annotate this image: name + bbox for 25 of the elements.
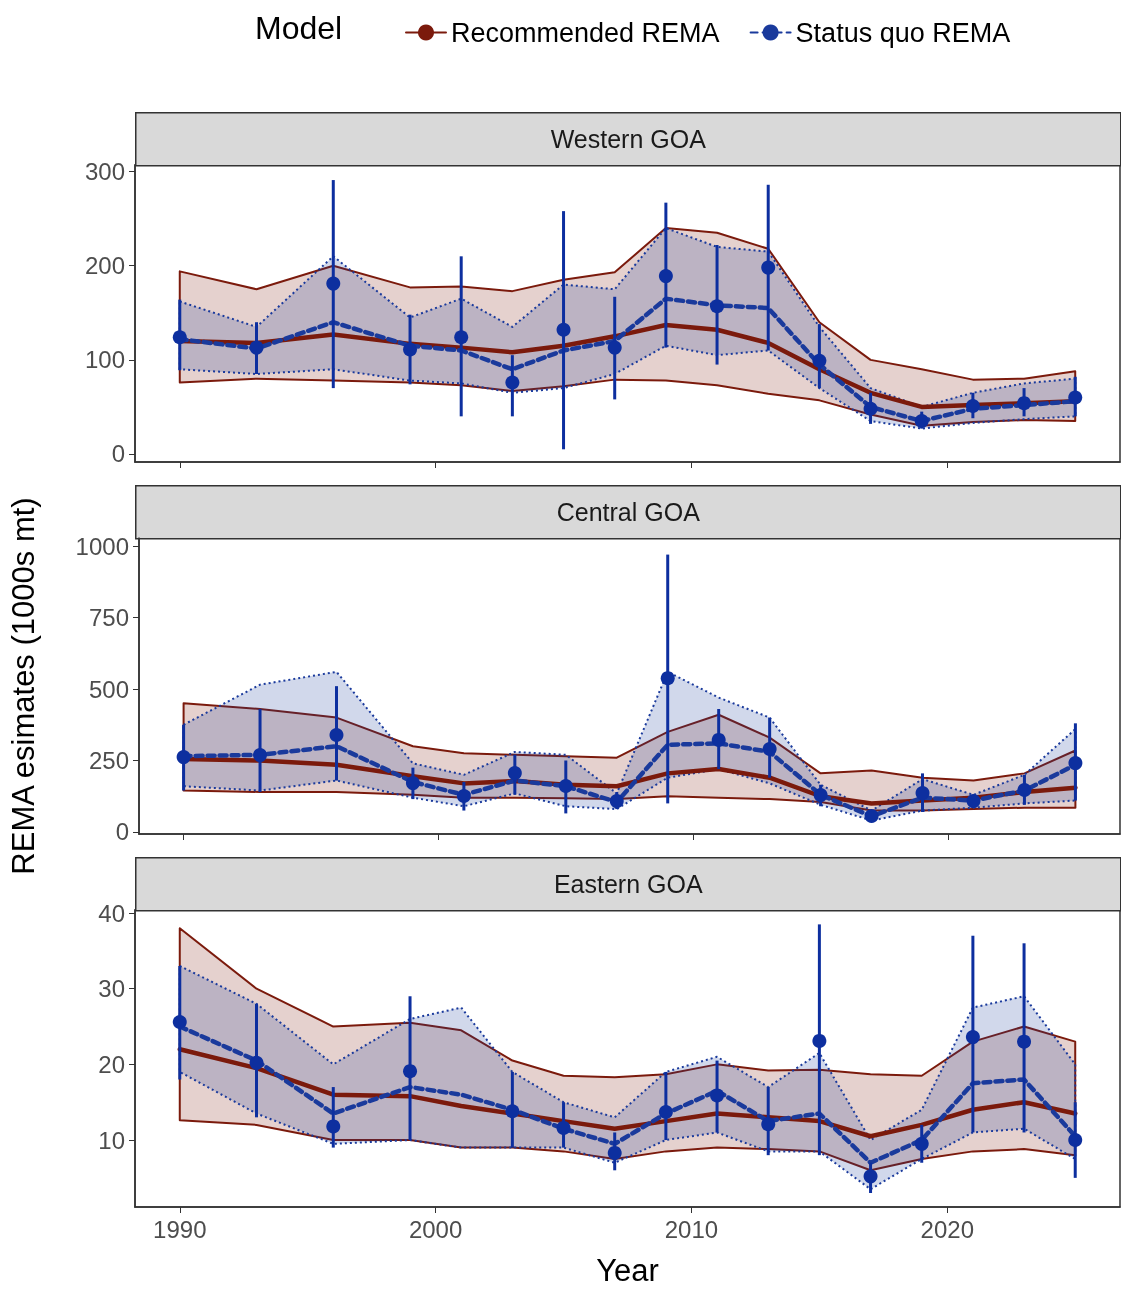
y-tick-label: 0 (111, 440, 125, 468)
chart-title: Western GOA (550, 125, 707, 154)
y-tick-label: 100 (84, 346, 125, 374)
chart-title: Eastern GOA (553, 870, 703, 899)
y-tick-label: 20 (98, 1050, 125, 1078)
y-tick-label: 0 (115, 818, 129, 846)
y-tick-label: 250 (88, 747, 129, 774)
x-tick-label: 1990 (153, 1215, 207, 1243)
x-tick-label: 2020 (920, 1215, 974, 1243)
y-tick-label: 10 (98, 1126, 125, 1154)
y-tick-label: 750 (88, 604, 129, 632)
y-tick-label: 1000 (75, 532, 129, 560)
y-tick-label: 200 (84, 252, 125, 280)
y-tick-label: 30 (98, 975, 125, 1003)
y-tick-label: 40 (98, 899, 125, 927)
y-tick-label: 300 (84, 158, 125, 186)
legend-title: Model (255, 10, 343, 46)
chart-title: Central GOA (556, 498, 701, 527)
legend-label: Status quo REMA (795, 17, 1011, 48)
legend-label: Recommended REMA (451, 17, 720, 48)
x-axis-title: Year (596, 1253, 659, 1288)
y-axis-title: REMA esimates (1000s mt) (6, 497, 41, 875)
x-tick-label: 2010 (664, 1215, 719, 1243)
x-tick-label: 2000 (408, 1215, 463, 1243)
y-tick-label: 500 (88, 675, 129, 703)
